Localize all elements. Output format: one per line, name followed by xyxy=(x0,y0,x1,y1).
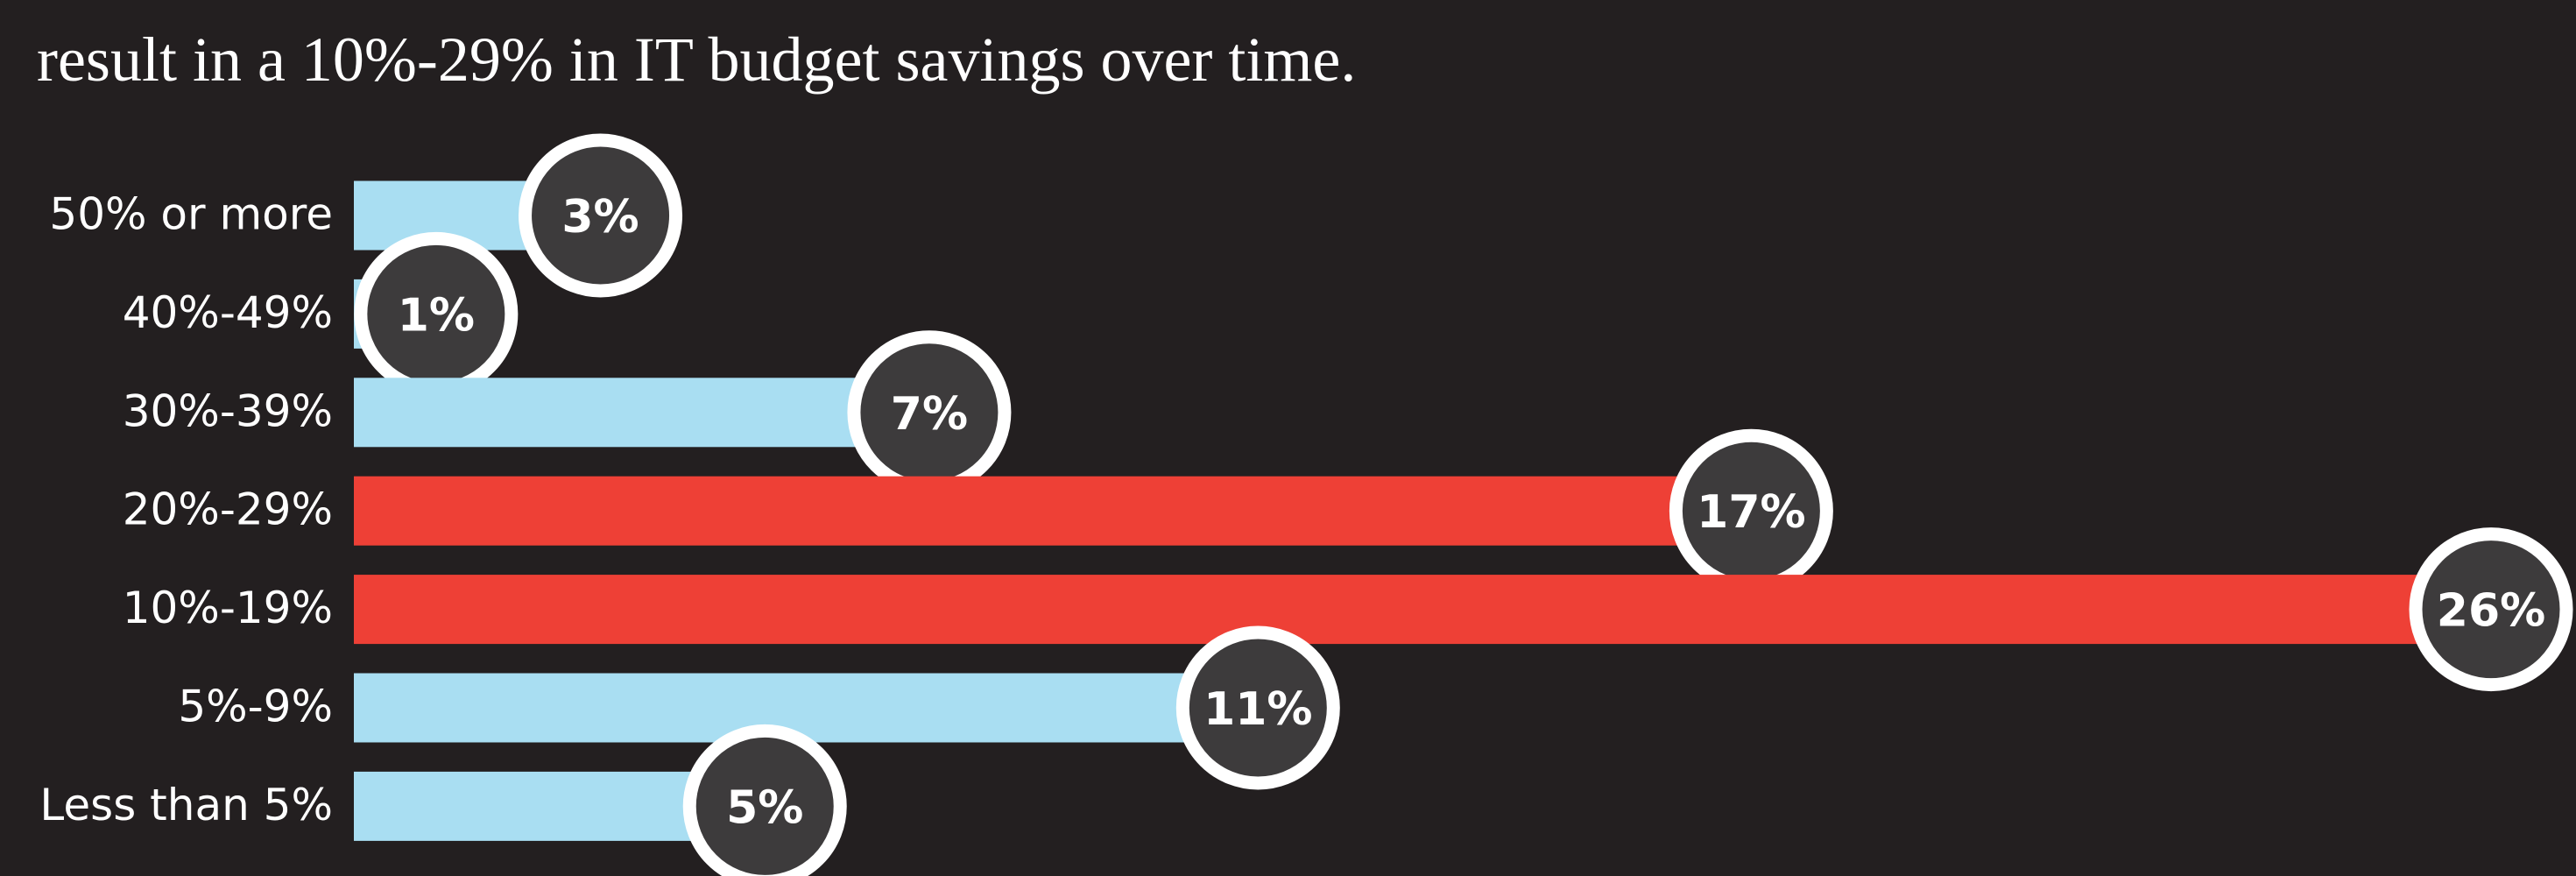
value-label: 1% xyxy=(398,289,475,342)
category-label: 5%-9% xyxy=(178,682,333,732)
value-label: 3% xyxy=(561,191,639,244)
value-badge xyxy=(2409,527,2573,692)
bar xyxy=(354,476,1752,546)
value-label: 11% xyxy=(1203,683,1312,736)
bar xyxy=(354,378,929,448)
value-label: 7% xyxy=(891,388,968,441)
value-label: 17% xyxy=(1697,486,1805,539)
value-badge xyxy=(1175,625,1340,790)
category-label: 40%-49% xyxy=(123,287,333,338)
value-label: 5% xyxy=(726,781,803,834)
chart-subtitle: result in a 10%-29% in IT budget savings… xyxy=(37,25,1356,95)
value-badge xyxy=(519,133,683,298)
value-label: 26% xyxy=(2437,585,2545,638)
category-label: 50% or more xyxy=(49,189,333,240)
bar xyxy=(354,575,2491,645)
category-label: 30%-39% xyxy=(123,385,333,436)
category-label: Less than 5% xyxy=(39,780,333,830)
category-label: 20%-29% xyxy=(123,484,333,535)
category-label: 10%-19% xyxy=(123,583,333,633)
bar xyxy=(354,673,1259,743)
value-badge xyxy=(682,724,847,876)
